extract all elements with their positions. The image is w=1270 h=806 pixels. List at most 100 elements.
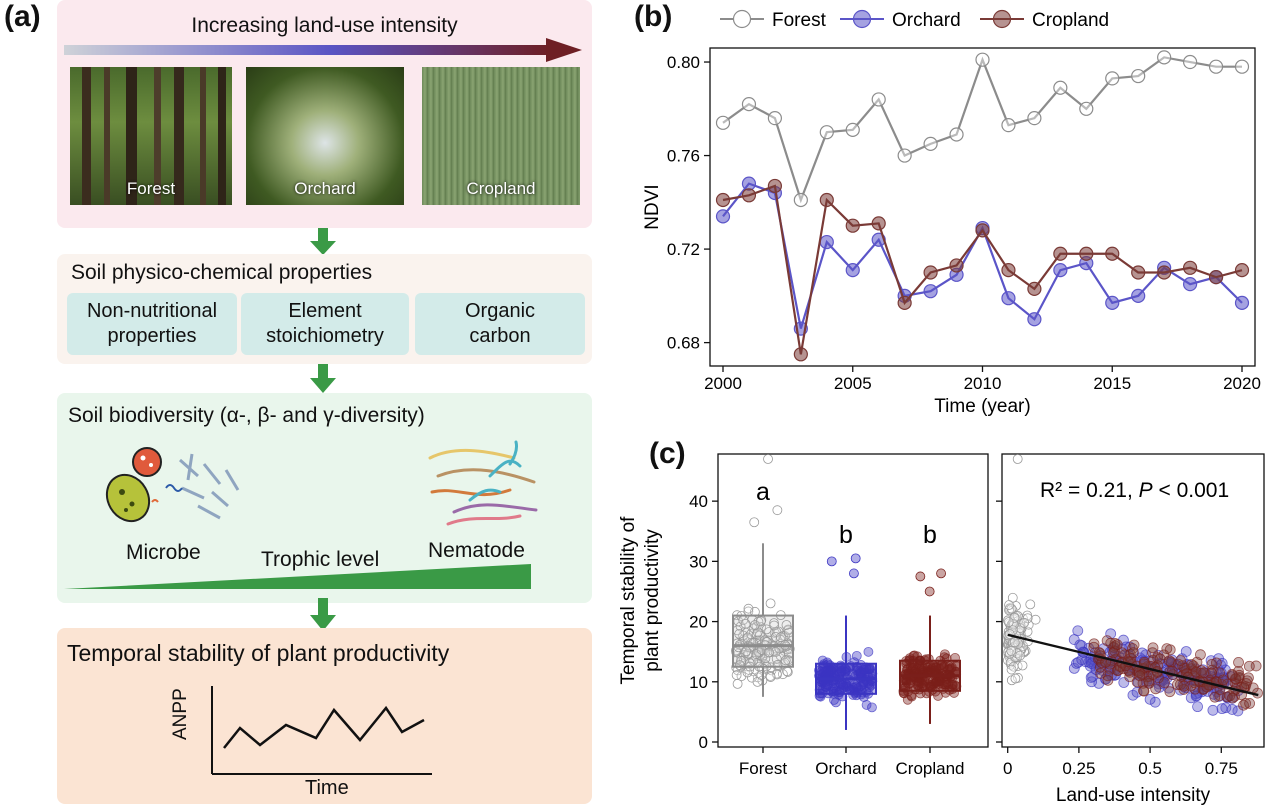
scatter-point-cropland (1206, 667, 1217, 679)
scatter-frame (1001, 453, 1265, 748)
scatter-point-cropland (1161, 643, 1173, 655)
scatter-x-tick-label: 0.5 (1138, 759, 1162, 778)
y-tick-label: 40 (689, 492, 708, 511)
scatter-point-orchard (1216, 703, 1228, 715)
data-point-orchard (715, 209, 731, 224)
data-point-forest (1027, 111, 1042, 126)
scatter-point-forest (1003, 617, 1014, 627)
x-tick-label-forest: Forest (739, 759, 787, 778)
data-point-forest (923, 136, 938, 151)
data-point-forest (1208, 59, 1224, 74)
data-point-forest (1157, 50, 1172, 65)
jitter-point-forest (750, 620, 760, 630)
scatter-point-orchard (1144, 693, 1156, 705)
legend-label-orchard: Orchard (892, 10, 961, 31)
jitter-point-forest (731, 670, 742, 680)
y-tick-label: 0.80 (667, 53, 700, 72)
x-tick-label-orchard: Orchard (815, 759, 876, 778)
x-tick-label: 2020 (1223, 374, 1261, 393)
jitter-point-forest (775, 632, 786, 643)
jitter-point-forest (780, 655, 791, 666)
outlier-point-orchard (849, 568, 859, 579)
scatter-point-orchard (1220, 702, 1232, 714)
anpp-schematic (211, 686, 432, 775)
jitter-point-forest (736, 671, 747, 682)
jitter-point-forest (740, 618, 751, 629)
box-plot-frame (717, 453, 989, 748)
orchard-photo: Orchard (246, 67, 404, 205)
outlier-point-forest (749, 517, 760, 528)
scatter-point-orchard (1226, 704, 1238, 715)
y-tick-label: 30 (689, 552, 708, 571)
scatter-point-cropland (1233, 656, 1244, 668)
cropland-photo-caption: Cropland (466, 179, 536, 198)
scatter-point-cropland (1240, 698, 1252, 709)
y-tick-label: 10 (689, 673, 708, 692)
jitter-point-cropland (928, 662, 939, 673)
soil-prop-stoichiometry: Element stoichiometry (241, 293, 409, 355)
data-point-forest (1001, 118, 1016, 133)
jitter-point-forest (781, 620, 792, 630)
ndvi-line-chart: 0.68 0.72 0.76 0.80 2000 2005 2010 2015 2020 Time… (642, 9, 1261, 417)
jitter-point-forest (782, 666, 792, 677)
microbe-label: Microbe (126, 541, 201, 564)
panel-b-label: (b) (634, 0, 673, 33)
jitter-point-forest (769, 618, 779, 628)
jitter-point-orchard (863, 646, 874, 657)
x-tick-label: 2010 (964, 374, 1002, 393)
jitter-point-forest (761, 624, 772, 635)
data-point-forest (1105, 71, 1120, 86)
data-point-cropland (871, 216, 886, 231)
scatter-point-forest (1012, 661, 1023, 672)
jitter-point-forest (760, 653, 771, 664)
scatter-outlier-forest (1012, 454, 1023, 464)
scatter-point-forest (1010, 673, 1021, 684)
scatter-x-axis-label: Land-use intensity (1056, 785, 1211, 806)
scatter-point-forest (1009, 637, 1020, 648)
scatter-point-cropland (1159, 677, 1170, 689)
scatter-point-forest (1015, 650, 1025, 661)
data-point-forest (741, 97, 757, 112)
jitter-point-forest (770, 631, 781, 642)
scatter-point-cropland (1175, 655, 1186, 666)
outlier-point-cropland (936, 568, 946, 579)
outlier-point-forest (772, 505, 783, 516)
trophic-label: Trophic level (261, 548, 380, 571)
y-axis-label-line1: Temporal stability of (618, 516, 639, 685)
series-line-forest (722, 56, 1242, 204)
jitter-point-orchard (822, 679, 833, 690)
jitter-point-orchard (867, 702, 877, 713)
outlier-point-orchard (850, 553, 861, 564)
regression-line (1007, 633, 1259, 697)
data-point-forest (1234, 59, 1250, 74)
data-point-cropland (1157, 265, 1172, 280)
data-point-forest (975, 52, 990, 67)
data-point-cropland (1234, 263, 1250, 278)
down-arrow-1 (310, 228, 336, 255)
scatter-point-orchard (1086, 676, 1098, 688)
jitter-point-forest (756, 670, 767, 680)
scatter-point-cropland (1244, 698, 1256, 709)
soil-prop-non-nutritional: Non-nutritional properties (67, 293, 237, 355)
soil-props-title: Soil physico-chemical properties (71, 261, 373, 284)
y-tick-label: 0 (699, 733, 708, 752)
data-point-cropland (767, 178, 782, 194)
forest-photo: Forest (70, 67, 232, 205)
data-point-forest (897, 148, 912, 163)
data-point-cropland (1001, 263, 1016, 278)
scatter-point-forest (1030, 614, 1041, 625)
p-value-text: < 0.001 (1153, 479, 1229, 502)
data-point-cropland (1027, 281, 1042, 296)
data-point-forest (767, 111, 782, 126)
legend-marker-orchard (852, 9, 872, 29)
data-point-cropland (975, 223, 990, 238)
jitter-point-forest (769, 620, 780, 631)
scatter-point-cropland (1111, 639, 1123, 651)
jitter-point-forest (755, 616, 766, 627)
scatter-point-cropland (1226, 669, 1238, 680)
data-point-cropland (845, 218, 860, 233)
jitter-point-forest (742, 667, 753, 678)
scatter-point-cropland (1150, 683, 1162, 695)
y-tick-label: 0.68 (667, 334, 700, 353)
data-point-forest (793, 192, 808, 208)
